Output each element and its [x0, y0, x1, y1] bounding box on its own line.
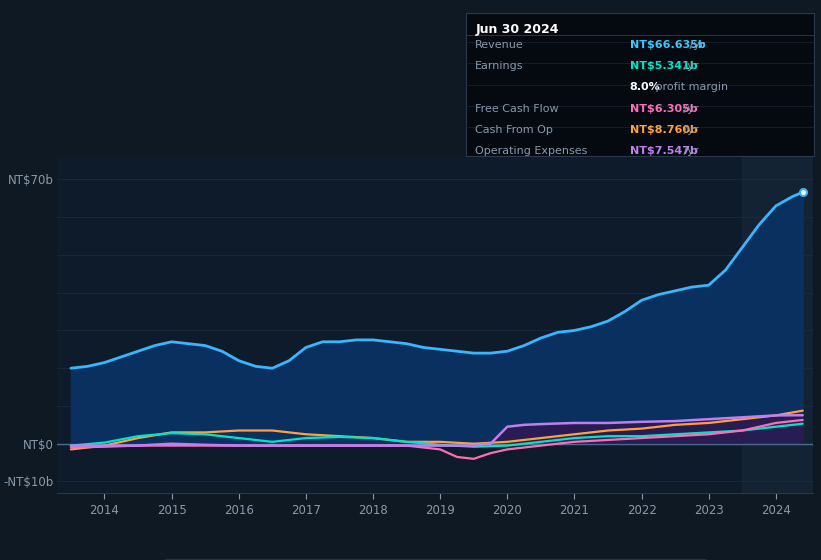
Text: 8.0%: 8.0%: [630, 82, 660, 92]
Text: /yr: /yr: [680, 61, 699, 71]
Text: NT$7.547b: NT$7.547b: [630, 146, 698, 156]
Text: /yr: /yr: [686, 40, 704, 50]
Text: Operating Expenses: Operating Expenses: [475, 146, 588, 156]
Text: NT$66.635b: NT$66.635b: [630, 40, 705, 50]
Text: Cash From Op: Cash From Op: [475, 125, 553, 135]
Text: NT$6.305b: NT$6.305b: [630, 104, 697, 114]
Text: /yr: /yr: [680, 146, 699, 156]
Text: NT$5.341b: NT$5.341b: [630, 61, 698, 71]
Bar: [742, 157, 813, 493]
Text: NT$8.760b: NT$8.760b: [630, 125, 698, 135]
Legend: Revenue, Earnings, Free Cash Flow, Cash From Op, Operating Expenses: Revenue, Earnings, Free Cash Flow, Cash …: [163, 559, 707, 560]
Text: /yr: /yr: [680, 104, 699, 114]
Text: profit margin: profit margin: [652, 82, 728, 92]
Text: Revenue: Revenue: [475, 40, 524, 50]
Text: Free Cash Flow: Free Cash Flow: [475, 104, 559, 114]
Text: /yr: /yr: [680, 125, 699, 135]
Text: Jun 30 2024: Jun 30 2024: [475, 23, 559, 36]
Text: Earnings: Earnings: [475, 61, 524, 71]
